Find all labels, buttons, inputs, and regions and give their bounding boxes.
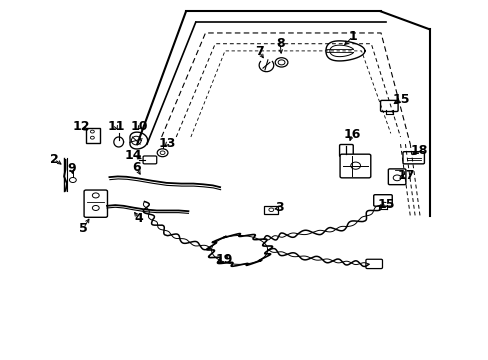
Circle shape	[92, 193, 99, 198]
Text: 5: 5	[79, 221, 88, 235]
Text: 7: 7	[254, 45, 263, 58]
FancyBboxPatch shape	[373, 195, 391, 206]
FancyBboxPatch shape	[85, 128, 100, 143]
Text: 8: 8	[275, 36, 284, 50]
Circle shape	[278, 60, 285, 65]
Circle shape	[160, 151, 164, 154]
FancyBboxPatch shape	[84, 190, 107, 217]
Circle shape	[275, 58, 287, 67]
Text: 17: 17	[397, 169, 414, 182]
FancyBboxPatch shape	[365, 259, 382, 269]
Text: 16: 16	[343, 128, 360, 141]
Text: 6: 6	[132, 161, 140, 174]
Text: 2: 2	[50, 153, 59, 166]
Text: 10: 10	[131, 121, 148, 134]
FancyBboxPatch shape	[402, 152, 424, 164]
Text: 1: 1	[347, 30, 356, 43]
Text: 13: 13	[159, 137, 176, 150]
Text: 9: 9	[67, 162, 76, 175]
Text: 12: 12	[72, 121, 90, 134]
Text: 19: 19	[215, 253, 232, 266]
Circle shape	[90, 130, 94, 133]
Circle shape	[392, 175, 400, 181]
Circle shape	[268, 208, 273, 212]
FancyBboxPatch shape	[380, 100, 397, 112]
Text: 11: 11	[107, 121, 125, 134]
Circle shape	[157, 149, 167, 157]
Circle shape	[69, 177, 76, 183]
Text: 18: 18	[409, 144, 427, 157]
FancyBboxPatch shape	[387, 169, 405, 185]
Text: 3: 3	[275, 202, 284, 215]
Circle shape	[90, 136, 94, 139]
FancyBboxPatch shape	[339, 154, 370, 178]
FancyBboxPatch shape	[339, 144, 352, 157]
Text: 14: 14	[124, 149, 142, 162]
Text: 4: 4	[135, 212, 143, 225]
FancyBboxPatch shape	[264, 206, 278, 214]
Circle shape	[350, 162, 360, 169]
FancyBboxPatch shape	[143, 156, 157, 164]
Text: 15: 15	[392, 93, 409, 106]
Text: 15: 15	[376, 198, 394, 211]
Circle shape	[92, 206, 99, 211]
